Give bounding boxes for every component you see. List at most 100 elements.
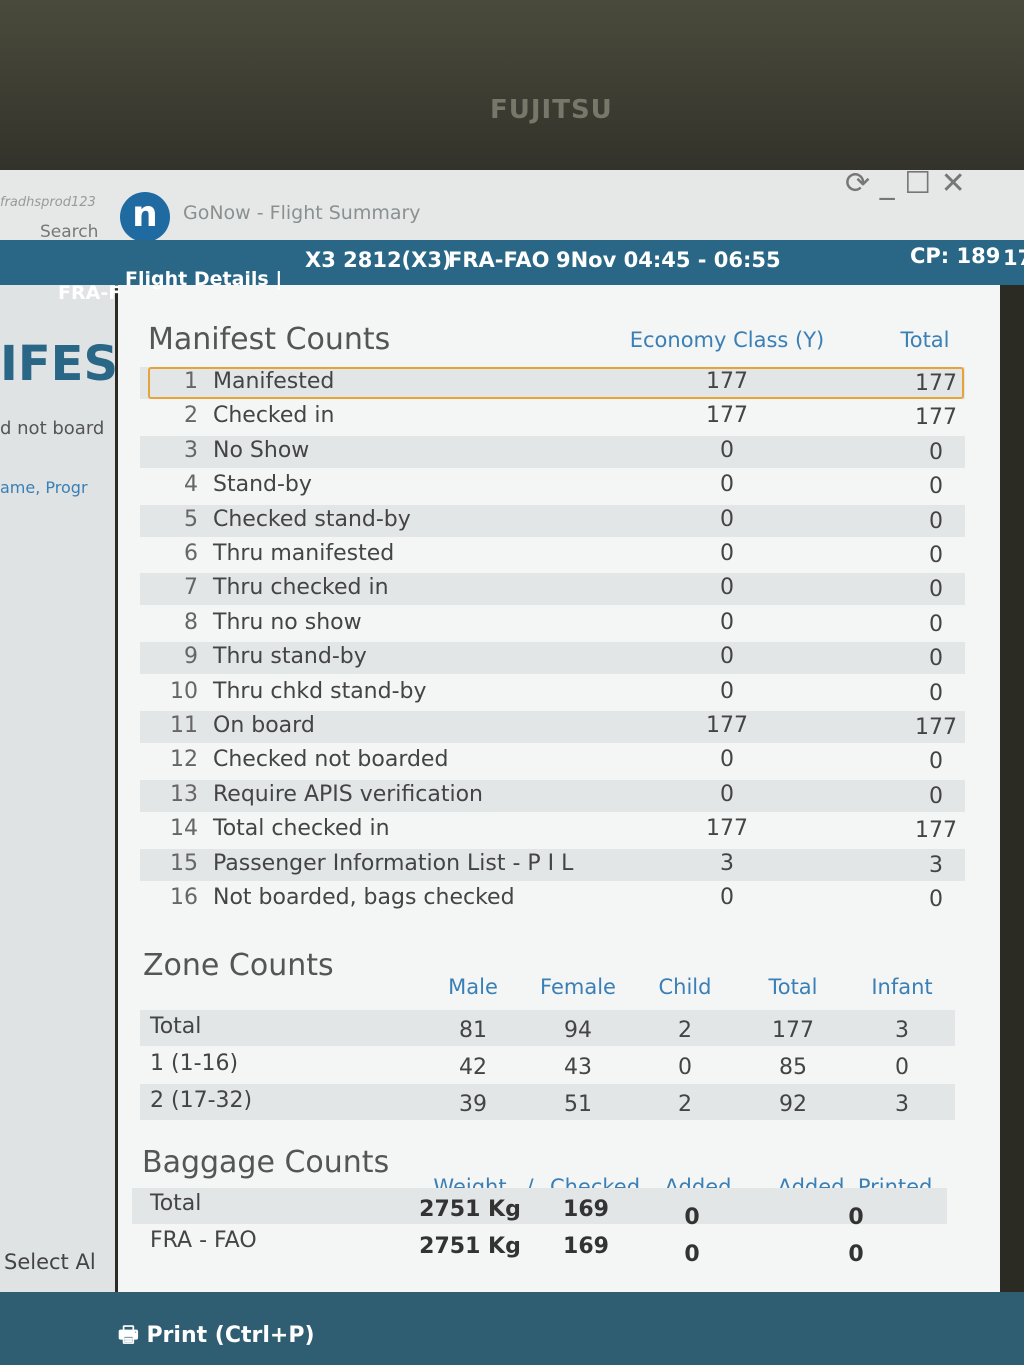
column-header: Economy Class (Y)	[629, 328, 825, 352]
zone-count: 3	[895, 1092, 909, 1117]
economy-count: 0	[720, 644, 734, 670]
baggage-value: 0	[848, 1205, 864, 1230]
select-all[interactable]: Select Al	[4, 1250, 96, 1274]
economy-count: 0	[720, 541, 734, 566]
row-label[interactable]: Thru manifested	[213, 541, 395, 566]
economy-count: 0	[720, 747, 734, 773]
zone-count: 42	[459, 1055, 487, 1080]
window-controls[interactable]: ⟳ _ ☐ ✕	[845, 166, 966, 201]
zone-count: 0	[678, 1055, 692, 1080]
baggage-label: FRA - FAO	[150, 1228, 257, 1253]
baggage-value: 0	[848, 1242, 864, 1267]
sidebar-columns: ame, Progr	[0, 478, 88, 497]
row-label[interactable]: Manifested	[213, 369, 335, 394]
total-count: 177	[915, 818, 957, 844]
row-label[interactable]: On board	[213, 713, 315, 738]
row-label[interactable]: Thru no show	[213, 609, 362, 635]
zone-count: 2	[678, 1018, 692, 1043]
baggage-value: 2751 Kg	[419, 1197, 521, 1222]
total-count: 0	[929, 543, 943, 568]
row-label[interactable]: Thru chkd stand-by	[213, 678, 427, 704]
window-title: GoNow - Flight Summary	[183, 202, 421, 224]
total-count: 0	[929, 611, 943, 637]
section-title: Baggage Counts	[142, 1145, 390, 1180]
row-stripe	[140, 779, 965, 812]
row-label[interactable]: Stand-by	[213, 472, 312, 498]
column-header: /	[526, 1175, 534, 1199]
economy-count: 177	[706, 369, 748, 394]
row-label[interactable]: Passenger Information List - P I L	[213, 850, 574, 876]
section-title: Manifest Counts	[148, 322, 391, 357]
brand: FUJITSU	[490, 95, 613, 125]
row-highlight	[148, 367, 964, 399]
zone-label: 2 (17-32)	[150, 1088, 253, 1113]
row-number: 12	[170, 747, 198, 773]
total-count: 0	[929, 680, 943, 706]
title-bar	[0, 170, 1024, 245]
sidebar-route: FRA-F	[58, 282, 122, 304]
total-count: 0	[929, 508, 943, 534]
cp-count: CP: 189	[910, 244, 1001, 268]
economy-count: 0	[720, 609, 734, 635]
row-number: 7	[184, 575, 198, 601]
row-label[interactable]: Total checked in	[213, 816, 390, 842]
total-count: 0	[929, 474, 943, 500]
economy-count: 177	[706, 816, 748, 842]
row-number: 4	[184, 472, 198, 498]
zone-count: 85	[779, 1055, 807, 1080]
row-number: 1	[184, 369, 198, 394]
row-number: 8	[184, 609, 198, 635]
column-header: Child	[658, 975, 712, 999]
total-count: 0	[929, 577, 943, 603]
row-number: 5	[184, 506, 198, 532]
section-title: Zone Counts	[143, 948, 334, 983]
economy-count: 3	[720, 850, 734, 876]
column-header: Total	[768, 975, 818, 999]
row-stripe	[140, 504, 965, 537]
flight-number: X3 2812(X3)	[305, 248, 452, 272]
zone-count: 3	[895, 1018, 909, 1043]
row-number: 10	[170, 678, 198, 704]
flight-time: 9Nov 04:45 - 06:55	[556, 248, 781, 272]
edge-text: 17	[1003, 246, 1024, 270]
zone-label: 1 (1-16)	[150, 1051, 239, 1076]
row-label[interactable]: Not boarded, bags checked	[213, 885, 515, 910]
row-stripe	[140, 1084, 955, 1120]
sidebar-heading: IFES	[0, 336, 119, 392]
total-count: 177	[915, 715, 957, 740]
row-stripe	[140, 367, 965, 399]
row-label[interactable]: Thru stand-by	[213, 644, 367, 670]
row-label[interactable]: Thru checked in	[213, 575, 389, 601]
zone-count: 2	[678, 1092, 692, 1117]
baggage-value: 0	[684, 1205, 700, 1230]
bottom-bar	[0, 1292, 1024, 1365]
economy-count: 0	[720, 506, 734, 532]
row-number: 16	[170, 885, 198, 910]
row-label[interactable]: Checked in	[213, 403, 335, 429]
row-label[interactable]: Checked stand-by	[213, 506, 411, 532]
row-stripe	[140, 711, 965, 743]
row-stripe	[140, 573, 965, 606]
row-number: 11	[170, 713, 198, 738]
economy-count: 177	[706, 403, 748, 429]
row-number: 14	[170, 816, 198, 842]
column-header: Female	[540, 975, 616, 999]
row-label[interactable]: No Show	[213, 437, 310, 463]
row-label[interactable]: Require APIS verification	[213, 781, 483, 807]
total-count: 0	[929, 749, 943, 775]
total-count: 0	[929, 646, 943, 672]
column-header: Infant	[871, 975, 933, 999]
column-header: Male	[448, 975, 498, 999]
row-label[interactable]: Checked not boarded	[213, 747, 449, 773]
row-stripe	[140, 848, 965, 881]
total-count: 177	[915, 405, 957, 431]
header-section: Flight Details |	[125, 268, 283, 290]
economy-count: 177	[706, 713, 748, 738]
row-stripe	[140, 642, 965, 675]
baggage-value: 2751 Kg	[419, 1234, 521, 1259]
total-count: 3	[929, 852, 943, 878]
print-button[interactable]: 🖶 Print (Ctrl+P)	[118, 1323, 315, 1348]
search[interactable]: Search	[40, 222, 99, 242]
zone-count: 177	[772, 1018, 814, 1043]
